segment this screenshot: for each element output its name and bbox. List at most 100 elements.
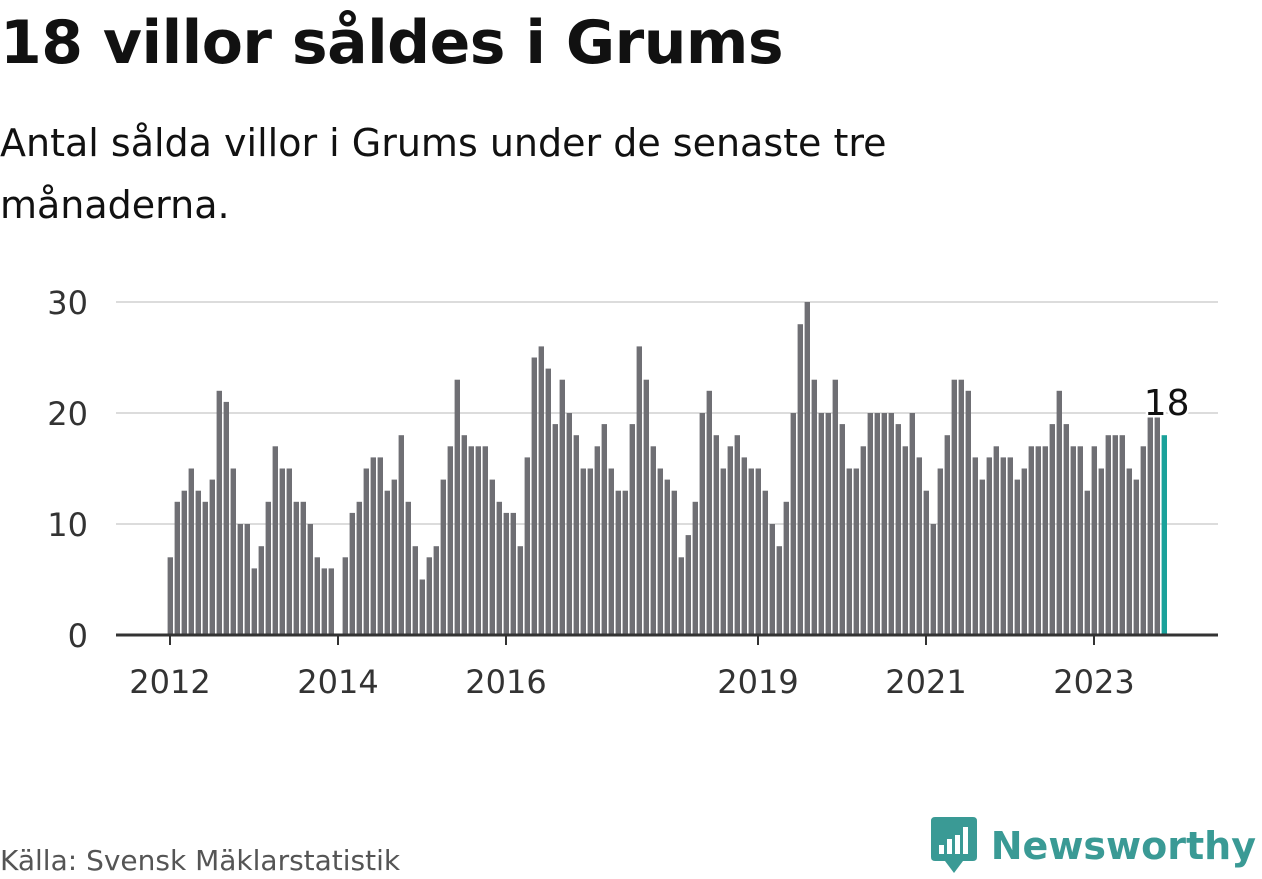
- bar: [237, 524, 243, 635]
- bar: [1028, 446, 1034, 635]
- bar: [244, 524, 250, 635]
- bar: [664, 479, 670, 635]
- bar: [195, 490, 201, 635]
- bar: [1056, 390, 1062, 635]
- bar: [734, 435, 740, 635]
- bar: [223, 401, 229, 635]
- bar: [895, 424, 901, 635]
- bar: [860, 446, 866, 635]
- bar: [1070, 446, 1076, 635]
- bar: [363, 468, 369, 635]
- bar: [230, 468, 236, 635]
- bar: [727, 446, 733, 635]
- bar: [1119, 435, 1125, 635]
- x-tick-label: 2016: [465, 663, 546, 701]
- bar: [853, 468, 859, 635]
- newsworthy-logo-icon: [930, 817, 977, 873]
- bar: [755, 468, 761, 635]
- bar: [349, 512, 355, 635]
- x-tick-label: 2019: [717, 663, 798, 701]
- y-tick-label: 0: [68, 617, 88, 655]
- bar: [881, 413, 887, 635]
- bar: [1049, 424, 1055, 635]
- bar: [412, 546, 418, 635]
- bar: [531, 357, 537, 635]
- bar: [1105, 435, 1111, 635]
- bar: [846, 468, 852, 635]
- bar: [706, 390, 712, 635]
- y-tick-label: 20: [47, 395, 88, 433]
- bar: [797, 324, 803, 635]
- bar: [678, 557, 684, 635]
- bar: [202, 501, 208, 635]
- bar: [636, 346, 642, 635]
- bar: [300, 501, 306, 635]
- bar: [790, 413, 796, 635]
- x-tick-label: 2012: [129, 663, 210, 701]
- bar: [398, 435, 404, 635]
- bar: [741, 457, 747, 635]
- bar: [1091, 446, 1097, 635]
- bar: [1084, 490, 1090, 635]
- bar: [587, 468, 593, 635]
- bar: [902, 446, 908, 635]
- bar: [594, 446, 600, 635]
- bar: [580, 468, 586, 635]
- bar: [447, 446, 453, 635]
- bar: [342, 557, 348, 635]
- bar: [174, 501, 180, 635]
- bar: [923, 490, 929, 635]
- bar: [692, 501, 698, 635]
- bar: [545, 368, 551, 635]
- source-note: Källa: Svensk Mäklarstatistik: [0, 844, 401, 877]
- last-value-label: 18: [1144, 383, 1190, 424]
- bar: [720, 468, 726, 635]
- bar: [769, 524, 775, 635]
- bar: [321, 568, 327, 635]
- bar: [328, 568, 334, 635]
- bar: [811, 379, 817, 635]
- bar: [496, 501, 502, 635]
- chart-title: 18 villor såldes i Grums: [0, 8, 784, 78]
- bar: [356, 501, 362, 635]
- bar: [874, 413, 880, 635]
- newsworthy-logo: Newsworthy: [929, 815, 1256, 877]
- bar: [1077, 446, 1083, 635]
- bar: [762, 490, 768, 635]
- bar: [916, 457, 922, 635]
- bar: [475, 446, 481, 635]
- bar: [258, 546, 264, 635]
- bar: [622, 490, 628, 635]
- bar: [1042, 446, 1048, 635]
- bar: [1000, 457, 1006, 635]
- bar: [937, 468, 943, 635]
- bar: [370, 457, 376, 635]
- bar: [1133, 479, 1139, 635]
- bar: [265, 501, 271, 635]
- bar: [671, 490, 677, 635]
- bar: [279, 468, 285, 635]
- bar: [216, 390, 222, 635]
- bar: [629, 424, 635, 635]
- bar: [503, 512, 509, 635]
- bar: [1098, 468, 1104, 635]
- bar: [839, 424, 845, 635]
- bar: [958, 379, 964, 635]
- bar: [783, 501, 789, 635]
- bar: [1126, 468, 1132, 635]
- bar: [181, 490, 187, 635]
- bar: [559, 379, 565, 635]
- y-tick-label: 30: [47, 284, 88, 322]
- bar: [951, 379, 957, 635]
- bar: [566, 413, 572, 635]
- bar: [454, 379, 460, 635]
- bar: [573, 435, 579, 635]
- bar: [517, 546, 523, 635]
- bar: [552, 424, 558, 635]
- bar: [209, 479, 215, 635]
- bar: [832, 379, 838, 635]
- bar: [776, 546, 782, 635]
- bar: [1140, 446, 1146, 635]
- bar: [1035, 446, 1041, 635]
